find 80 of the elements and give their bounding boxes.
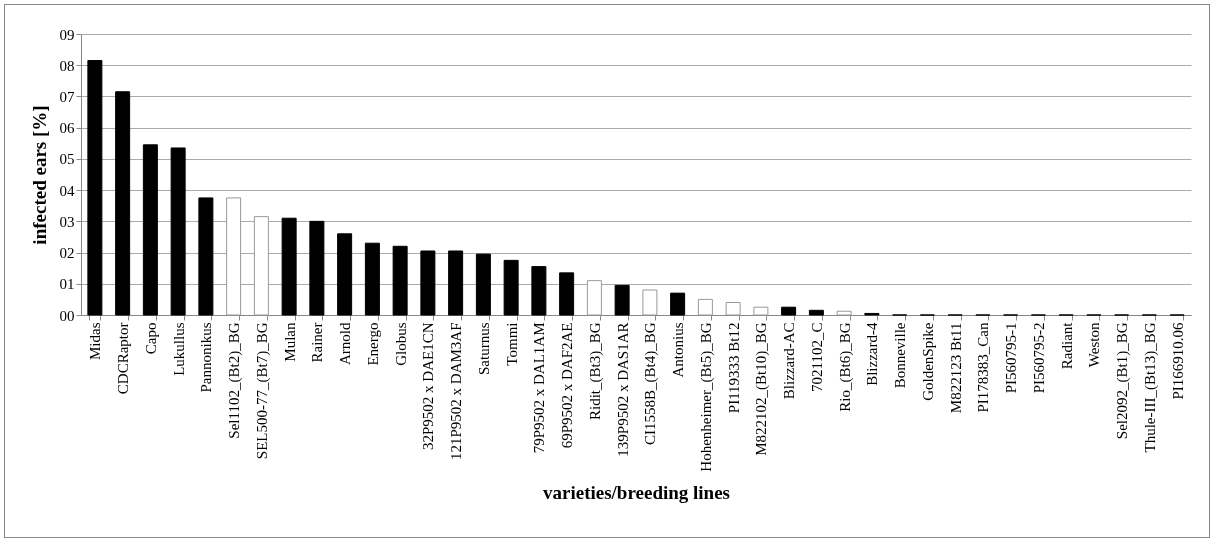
bar (475, 253, 491, 316)
x-tick-label: Hohenheimer_(Bt5)_BG (697, 322, 715, 472)
x-tick-label: 121P9502 x DAM3AF (448, 322, 465, 461)
x-tick-label: Sel2092_(Bt1)_BG (1114, 322, 1132, 440)
y-tick-label: 09 (59, 26, 75, 43)
x-tick-label: PI560795-2 (1030, 322, 1047, 394)
x-tick-label: M822123 Bt11 (947, 322, 964, 414)
x-tick-label: Sel1102_(Bt2)_BG (226, 322, 244, 439)
x-tick-label: Bonneville (892, 322, 909, 389)
bar (170, 147, 186, 316)
bar (586, 280, 602, 316)
bar (697, 298, 713, 316)
y-tick-label: 08 (59, 57, 75, 74)
x-tick-label: Midas (87, 322, 104, 360)
bar (198, 197, 214, 316)
x-tick-label: PI119333 Bt12 (725, 322, 742, 414)
bar (559, 272, 575, 316)
bar (420, 250, 436, 316)
bar (614, 284, 630, 316)
x-tick-label: Blizzard-4 (864, 322, 881, 386)
x-tick-label: GoldenSpike (919, 322, 936, 401)
bar (87, 60, 103, 316)
y-tick-label: 03 (59, 213, 75, 230)
y-tick-label: 02 (59, 245, 75, 262)
bar (253, 216, 269, 316)
y-tick-label: 01 (59, 276, 75, 293)
bar (226, 197, 242, 316)
y-tick-label: 00 (59, 307, 75, 324)
x-tick-label: Arnold (337, 322, 354, 365)
x-tick-label: M822102_(Bt10)_BG (753, 322, 771, 456)
y-tick-label: 05 (59, 151, 75, 168)
x-tick-label: Globus (392, 322, 409, 366)
x-tick-label: Rainer (309, 322, 326, 363)
x-tick-label: Radiant (1058, 321, 1075, 370)
y-tick-label: 07 (59, 88, 75, 105)
bar (281, 217, 297, 316)
x-tick-label: 79P9502 x DAL1AM (531, 322, 548, 454)
y-tick-label: 06 (59, 120, 75, 137)
x-tick-label: SEL500-77_(Bt7)_BG (253, 322, 271, 460)
bar (364, 242, 380, 316)
bar (531, 266, 547, 316)
x-axis-title: varieties/breeding lines (543, 481, 730, 503)
x-tick-label: PI560795-1 (1003, 322, 1020, 394)
x-tick-label: Pannonikus (198, 322, 215, 393)
x-tick-label: CDCRaptor (115, 322, 132, 395)
y-axis-title: infected ears [%] (28, 105, 50, 245)
bar (503, 259, 519, 316)
x-tick-label: CI1558B_(Bt4)_BG (642, 322, 660, 446)
bar (337, 233, 353, 316)
x-tick-label: Blizzard-AC (781, 322, 798, 400)
x-tick-label: Weston (1086, 322, 1103, 368)
bar (753, 306, 769, 316)
x-tick-label: Capo (142, 322, 159, 355)
bar (670, 292, 686, 316)
x-tick-label: PI166910.06 (1169, 322, 1186, 400)
x-tick-label: 32P9502 x DAE1CN (420, 322, 437, 451)
x-tick-label: Tommi (503, 322, 520, 366)
x-tick-label: Lukullus (170, 322, 187, 376)
bar (115, 91, 131, 316)
x-tick-label: PI178383_Can (975, 322, 992, 413)
bar (309, 220, 325, 316)
x-tick-label: Antonius (670, 322, 687, 378)
bar (142, 144, 158, 316)
x-tick-label: Energo (364, 322, 381, 366)
bar (392, 245, 408, 316)
bar (781, 306, 797, 316)
x-tick-label: Mulan (281, 322, 298, 362)
bar (642, 289, 658, 316)
bar (808, 309, 824, 316)
x-tick-label: 69P9502 x DAF2AE (559, 322, 576, 449)
x-tick-label: Ridit_(Bt3)_BG (586, 322, 604, 421)
bar (448, 250, 464, 316)
bar (836, 310, 852, 316)
x-tick-label: Thule-III_(Bt13)_BG (1141, 322, 1159, 453)
x-tick-label: 139P9502 x DAS1AR (614, 322, 631, 457)
bar (725, 302, 741, 316)
x-tick-label: 7021102_C (808, 322, 825, 392)
y-tick-label: 04 (59, 182, 75, 199)
x-tick-label: Rio_(Bt6)_BG (836, 322, 854, 412)
x-tick-label: Saturnus (475, 322, 492, 375)
